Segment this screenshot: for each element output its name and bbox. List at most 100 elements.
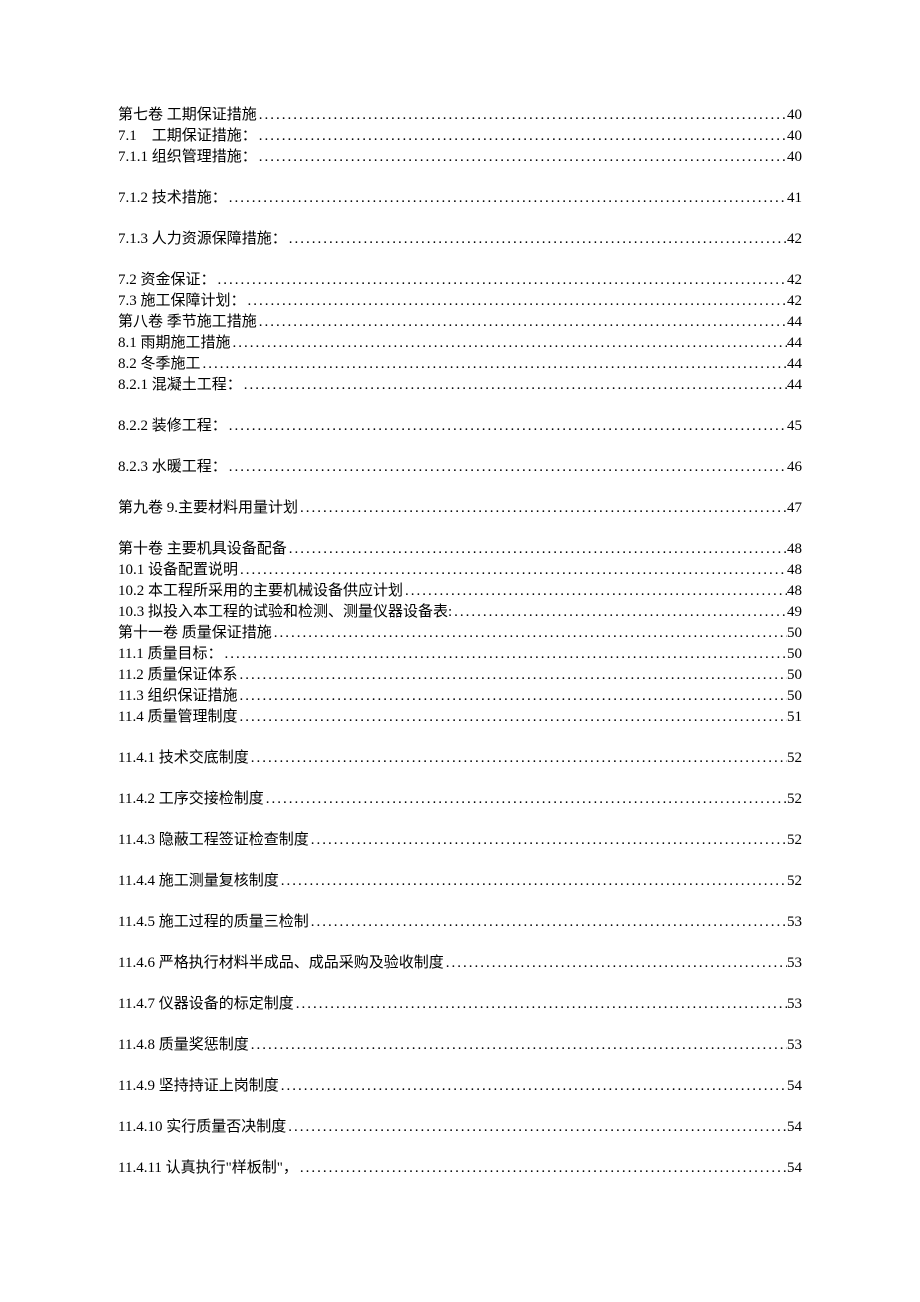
toc-entry: 10.1 设备配置说明48 (118, 563, 802, 578)
toc-entry-label: 11.4.2 工序交接检制度 (118, 792, 264, 807)
toc-entry-label: 10.1 设备配置说明 (118, 563, 238, 578)
toc-entry-label: 8.2.2 装修工程： (118, 419, 227, 434)
toc-entry: 11.1 质量目标： 50 (118, 647, 802, 662)
toc-leader-dots (237, 710, 787, 725)
toc-entry: 11.3 组织保证措施 50 (118, 689, 802, 704)
toc-entry-page: 45 (787, 419, 802, 434)
toc-entry-label: 8.2.1 混凝土工程： (118, 378, 242, 393)
toc-leader-dots (249, 1038, 787, 1053)
toc-entry-label: 第九卷 9.主要材料用量计划 (118, 501, 298, 516)
table-of-contents: 第七卷 工期保证措施 407.1 工期保证措施：407.1.1 组织管理措施：4… (118, 108, 802, 1176)
toc-entry-page: 52 (787, 874, 802, 889)
toc-entry-page: 41 (787, 191, 802, 206)
toc-leader-dots (298, 1161, 787, 1176)
toc-entry-page: 52 (787, 751, 802, 766)
toc-entry: 7.1.2 技术措施： 41 (118, 191, 802, 206)
toc-entry-page: 46 (787, 460, 802, 475)
toc-entry-label: 11.3 组织保证措施 (118, 689, 237, 704)
toc-entry-label: 7.2 资金保证： (118, 273, 216, 288)
toc-entry: 11.4.2 工序交接检制度52 (118, 792, 802, 807)
toc-entry: 7.1.1 组织管理措施：40 (118, 150, 802, 165)
toc-leader-dots (231, 336, 787, 351)
toc-entry-page: 50 (787, 689, 802, 704)
toc-entry-label: 11.4.6 严格执行材料半成品、成品采购及验收制度 (118, 956, 444, 971)
toc-entry-page: 53 (787, 915, 802, 930)
toc-entry: 8.2.3 水暖工程： 46 (118, 460, 802, 475)
toc-leader-dots (257, 129, 787, 144)
toc-entry: 11.2 质量保证体系50 (118, 668, 802, 683)
toc-entry-label: 11.4.4 施工测量复核制度 (118, 874, 279, 889)
toc-leader-dots (309, 915, 787, 930)
toc-entry-page: 51 (787, 710, 802, 725)
toc-entry-label: 11.4.1 技术交底制度 (118, 751, 249, 766)
toc-entry: 7.1.3 人力资源保障措施： 42 (118, 232, 802, 247)
toc-entry-label: 第七卷 工期保证措施 (118, 108, 257, 123)
toc-entry: 10.2 本工程所采用的主要机械设备供应计划 48 (118, 584, 802, 599)
toc-entry-page: 53 (787, 1038, 802, 1053)
toc-entry-page: 48 (787, 584, 802, 599)
toc-leader-dots (403, 584, 787, 599)
toc-entry-label: 7.1.3 人力资源保障措施： (118, 232, 287, 247)
toc-entry: 8.2.2 装修工程： 45 (118, 419, 802, 434)
toc-entry-label: 10.3 拟投入本工程的试验和检测、测量仪器设备表: (118, 605, 452, 620)
toc-entry-page: 40 (787, 150, 802, 165)
toc-entry-label: 11.4.11 认真执行"样板制"， (118, 1161, 298, 1176)
toc-entry: 11.4.11 认真执行"样板制"， 54 (118, 1161, 802, 1176)
toc-entry: 11.4.7 仪器设备的标定制度53 (118, 997, 802, 1012)
toc-entry-label: 11.1 质量目标： (118, 647, 222, 662)
toc-leader-dots (279, 874, 787, 889)
toc-entry: 11.4.8 质量奖惩制度53 (118, 1038, 802, 1053)
toc-entry-page: 44 (787, 336, 802, 351)
toc-entry-page: 54 (787, 1120, 802, 1135)
toc-entry-page: 47 (787, 501, 802, 516)
toc-leader-dots (264, 792, 787, 807)
toc-leader-dots (227, 460, 787, 475)
toc-entry: 11.4.6 严格执行材料半成品、成品采购及验收制度 53 (118, 956, 802, 971)
toc-entry-label: 7.3 施工保障计划： (118, 294, 246, 309)
toc-leader-dots (238, 563, 787, 578)
toc-entry-page: 52 (787, 833, 802, 848)
toc-entry-label: 10.2 本工程所采用的主要机械设备供应计划 (118, 584, 403, 599)
toc-leader-dots (294, 997, 787, 1012)
toc-entry-label: 11.4.10 实行质量否决制度 (118, 1120, 286, 1135)
toc-entry: 11.4.1 技术交底制度 52 (118, 751, 802, 766)
toc-entry-label: 11.2 质量保证体系 (118, 668, 237, 683)
toc-entry-label: 第十一卷 质量保证措施 (118, 626, 272, 641)
toc-leader-dots (279, 1079, 787, 1094)
toc-entry: 8.2.1 混凝土工程： 44 (118, 378, 802, 393)
toc-entry: 第十卷 主要机具设备配备 48 (118, 542, 802, 557)
toc-entry: 11.4 质量管理制度51 (118, 710, 802, 725)
toc-entry-page: 53 (787, 956, 802, 971)
toc-leader-dots (298, 501, 787, 516)
toc-entry-label: 第八卷 季节施工措施 (118, 315, 257, 330)
toc-entry-label: 7.1.2 技术措施： (118, 191, 227, 206)
toc-entry-label: 11.4.5 施工过程的质量三检制 (118, 915, 309, 930)
toc-entry-page: 50 (787, 647, 802, 662)
toc-leader-dots (227, 419, 787, 434)
toc-entry: 8.1 雨期施工措施44 (118, 336, 802, 351)
toc-leader-dots (237, 668, 787, 683)
toc-entry-page: 42 (787, 273, 802, 288)
toc-entry-page: 54 (787, 1161, 802, 1176)
toc-entry: 第九卷 9.主要材料用量计划 47 (118, 501, 802, 516)
toc-entry-page: 50 (787, 626, 802, 641)
toc-entry: 7.2 资金保证： 42 (118, 273, 802, 288)
toc-entry: 11.4.4 施工测量复核制度 52 (118, 874, 802, 889)
toc-entry-page: 42 (787, 232, 802, 247)
toc-leader-dots (272, 626, 787, 641)
toc-entry: 7.3 施工保障计划：42 (118, 294, 802, 309)
toc-entry-page: 44 (787, 378, 802, 393)
toc-entry-label: 8.2.3 水暖工程： (118, 460, 227, 475)
toc-entry-label: 8.2 冬季施工 (118, 357, 201, 372)
toc-entry: 11.4.9 坚持持证上岗制度54 (118, 1079, 802, 1094)
toc-leader-dots (452, 605, 787, 620)
toc-leader-dots (287, 542, 787, 557)
toc-entry-label: 11.4.7 仪器设备的标定制度 (118, 997, 294, 1012)
toc-leader-dots (216, 273, 787, 288)
toc-leader-dots (249, 751, 787, 766)
toc-entry-label: 7.1 工期保证措施： (118, 129, 257, 144)
toc-entry: 第八卷 季节施工措施 44 (118, 315, 802, 330)
toc-entry: 11.4.5 施工过程的质量三检制 53 (118, 915, 802, 930)
toc-leader-dots (222, 647, 787, 662)
toc-leader-dots (246, 294, 787, 309)
